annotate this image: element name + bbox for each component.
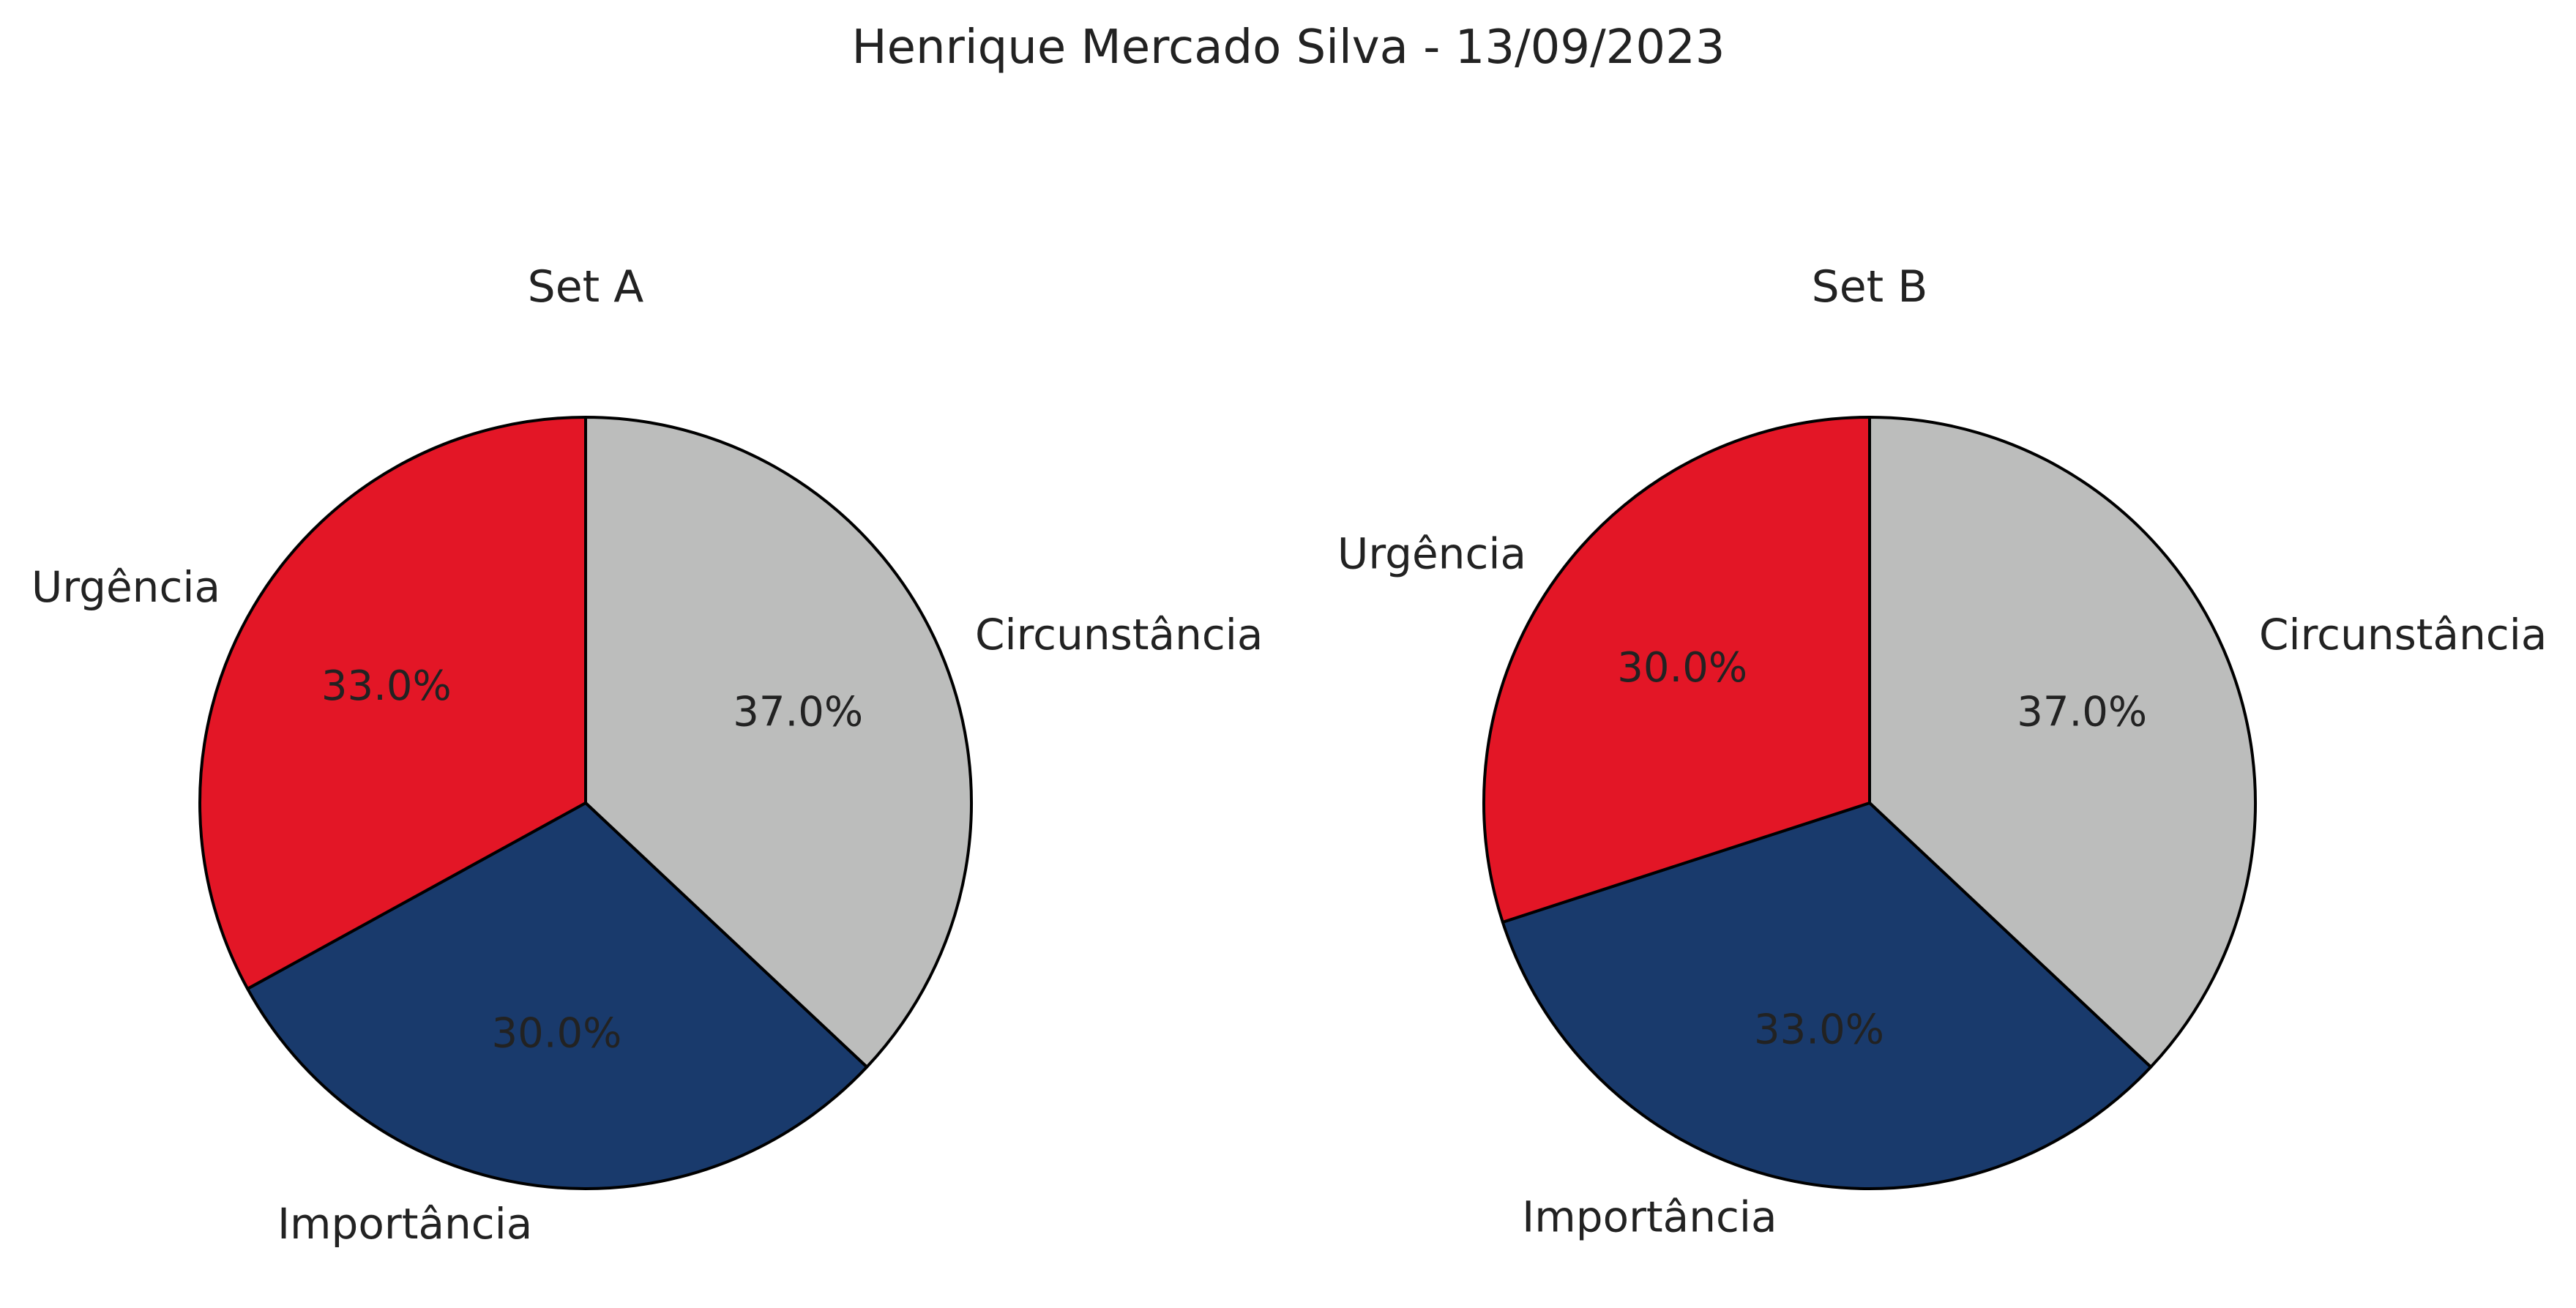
figure-title: Henrique Mercado Silva - 13/09/2023 [851, 20, 1725, 75]
pie-category-label-set-a-importancia: Importância [277, 1199, 532, 1249]
pie-percent-label-set-b-circunstancia: 37.0% [2017, 688, 2147, 736]
pie-chart-set-b: Set B 37.0% Circunstância 33.0% Importância… [1337, 261, 2547, 1242]
pie-slice-set-a-circunstancia [584, 416, 974, 1069]
pie-percent-label-set-a-importancia: 30.0% [491, 1010, 621, 1058]
pie-slice-set-a-urgencia [198, 416, 587, 990]
pie-percent-label-set-b-importancia: 33.0% [1754, 1006, 1884, 1054]
pie-category-label-set-a-urgencia: Urgência [31, 562, 220, 612]
pie-percent-label-set-a-circunstancia: 37.0% [733, 688, 863, 736]
pie-category-label-set-b-importancia: Importância [1522, 1192, 1777, 1242]
pie-slice-set-b-urgencia [1482, 416, 1871, 924]
pie-title-set-b: Set B [1812, 261, 1928, 313]
pie-category-label-set-b-urgencia: Urgência [1337, 528, 1526, 578]
pie-title-set-a: Set A [528, 261, 644, 313]
pie-category-label-set-b-circunstancia: Circunstância [2259, 610, 2547, 659]
pie-slice-set-b-circunstancia [1868, 416, 2258, 1069]
pie-category-label-set-a-circunstancia: Circunstância [975, 610, 1263, 659]
pie-percent-label-set-b-urgencia: 30.0% [1617, 644, 1747, 692]
pie-chart-set-a: Set A 37.0% Circunstância 30.0% Importância… [31, 261, 1263, 1249]
pie-slice-set-a-importancia [246, 801, 869, 1190]
pie-slice-set-b-importancia [1501, 801, 2153, 1190]
pie-percent-label-set-a-urgencia: 33.0% [321, 662, 452, 710]
